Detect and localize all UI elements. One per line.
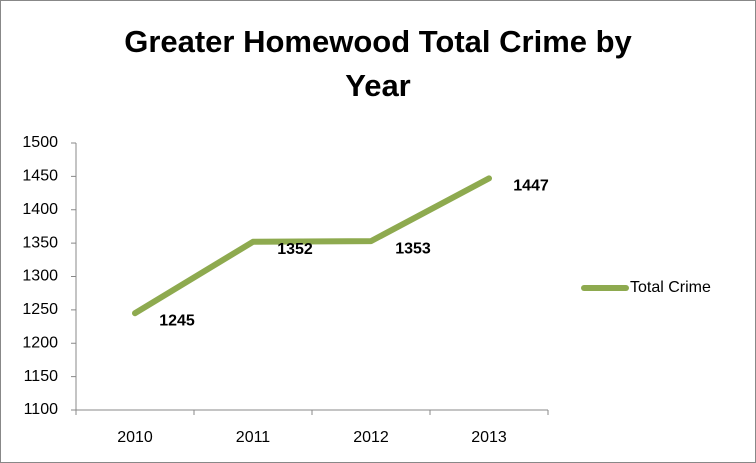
x-tick-label: 2010: [117, 429, 153, 446]
data-label: 1245: [159, 312, 195, 329]
y-tick-label: 1250: [22, 301, 58, 318]
y-tick-label: 1350: [22, 234, 58, 251]
data-line: [132, 175, 492, 317]
data-label: 1447: [513, 178, 549, 195]
data-label: 1352: [277, 241, 313, 258]
data-label: 1353: [395, 240, 431, 257]
legend-label: Total Crime: [630, 279, 711, 296]
x-tick-label: 2011: [236, 429, 271, 446]
y-tick-label: 1300: [22, 268, 58, 285]
x-tick-label: 2013: [471, 429, 507, 446]
y-tick-label: 1500: [22, 134, 58, 151]
y-tick-label: 1150: [24, 368, 59, 385]
y-tick-label: 1400: [22, 201, 58, 218]
x-tick-label: 2012: [353, 429, 389, 446]
y-tick-label: 1200: [22, 334, 58, 351]
y-tick-label: 1100: [24, 401, 59, 418]
y-tick-label: 1450: [22, 168, 58, 185]
chart-title: Greater Homewood Total Crime by Year: [124, 24, 632, 103]
